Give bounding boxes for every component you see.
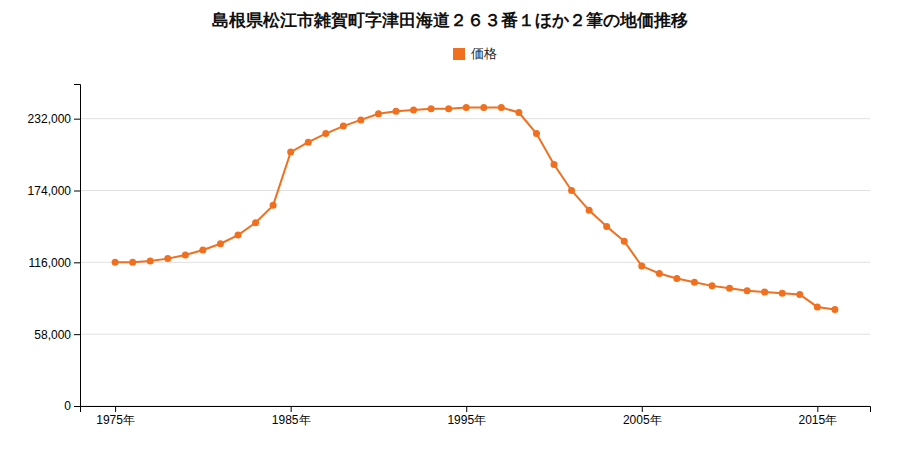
line: [115, 108, 835, 310]
x-tick-mark: [817, 406, 818, 412]
point: [480, 104, 487, 111]
point: [656, 270, 663, 277]
x-tick: 2015年: [798, 406, 837, 427]
grid-line: [80, 190, 870, 191]
x-tick-label: 2015年: [798, 413, 837, 427]
point: [638, 263, 645, 270]
y-axis-line: [74, 85, 81, 407]
legend-item: 価格: [453, 46, 497, 61]
point: [322, 130, 329, 137]
legend-label: 価格: [471, 46, 497, 61]
y-tick: 58,000: [34, 328, 80, 342]
x-axis-line: [81, 407, 871, 413]
point: [603, 223, 610, 230]
y-tick-label: 116,000: [29, 256, 72, 270]
y-tick: 232,000: [28, 112, 80, 126]
x-tick: 1975年: [96, 406, 135, 427]
x-tick-label: 1985年: [272, 413, 311, 427]
x-tick: 2005年: [623, 406, 662, 427]
point: [709, 282, 716, 289]
y-tick: 0: [64, 399, 80, 413]
point: [305, 139, 312, 146]
plot-area: 1975年 1985年 1995年 2005年 2015年 0 58,000 116,000 1…: [28, 85, 871, 427]
y-tick-mark: [74, 406, 80, 407]
x-tick-label: 1995年: [447, 413, 486, 427]
point: [744, 287, 751, 294]
point: [410, 107, 417, 114]
point: [463, 104, 470, 111]
point: [831, 306, 838, 313]
point: [199, 246, 206, 253]
y-tick-label: 0: [64, 399, 71, 413]
x-tick: 1995年: [447, 406, 486, 427]
point: [691, 279, 698, 286]
point: [498, 104, 505, 111]
point: [796, 291, 803, 298]
point: [568, 187, 575, 194]
point: [270, 202, 277, 209]
y-tick: 116,000: [29, 256, 81, 270]
grid-line: [80, 262, 870, 263]
point: [182, 251, 189, 258]
y-tick-mark: [74, 191, 80, 192]
point: [164, 255, 171, 262]
point: [235, 232, 242, 239]
legend-swatch: [453, 48, 465, 60]
y-tick-label: 58,000: [34, 328, 71, 342]
grid: [80, 119, 870, 406]
y-tick-mark: [74, 119, 80, 120]
x-tick-mark: [115, 406, 116, 412]
grid-line: [80, 118, 870, 119]
point: [375, 110, 382, 117]
y-tick: 174,000: [28, 184, 80, 198]
y-tick-mark: [74, 334, 80, 335]
x-tick: 1985年: [272, 406, 311, 427]
x-tick-label: 2005年: [623, 413, 662, 427]
series-group: [112, 104, 839, 313]
point: [726, 285, 733, 292]
point: [673, 275, 680, 282]
point: [445, 105, 452, 112]
point: [761, 289, 768, 296]
point: [428, 105, 435, 112]
point: [533, 130, 540, 137]
point: [252, 219, 259, 226]
legend: 価格: [453, 46, 497, 61]
point: [112, 259, 119, 266]
point: [621, 238, 628, 245]
y-tick-label: 232,000: [28, 112, 72, 126]
point: [147, 258, 154, 265]
x-tick-mark: [291, 406, 292, 412]
point: [287, 149, 294, 156]
x-tick-mark: [466, 406, 467, 412]
point: [217, 240, 224, 247]
x-tick-mark: [642, 406, 643, 412]
point: [393, 108, 400, 115]
point: [814, 303, 821, 310]
point: [551, 161, 558, 168]
point: [357, 116, 364, 123]
point: [515, 109, 522, 116]
x-axis: 1975年 1985年 1995年 2005年 2015年: [81, 406, 871, 427]
grid-line: [80, 334, 870, 335]
title: 島根県松江市雑賀町字津田海道２６３番１ほか２筆の地価推移: [212, 10, 688, 30]
point: [129, 259, 136, 266]
x-tick-label: 1975年: [96, 413, 135, 427]
y-axis: 0 58,000 116,000 174,000 232,000: [28, 85, 81, 414]
point: [779, 290, 786, 297]
y-tick-label: 174,000: [28, 184, 72, 198]
chart: 1975年 1985年 1995年 2005年 2015年 0 58,000 116,000 1…: [0, 0, 900, 450]
point: [340, 123, 347, 130]
point: [586, 207, 593, 214]
y-tick-mark: [74, 262, 80, 263]
